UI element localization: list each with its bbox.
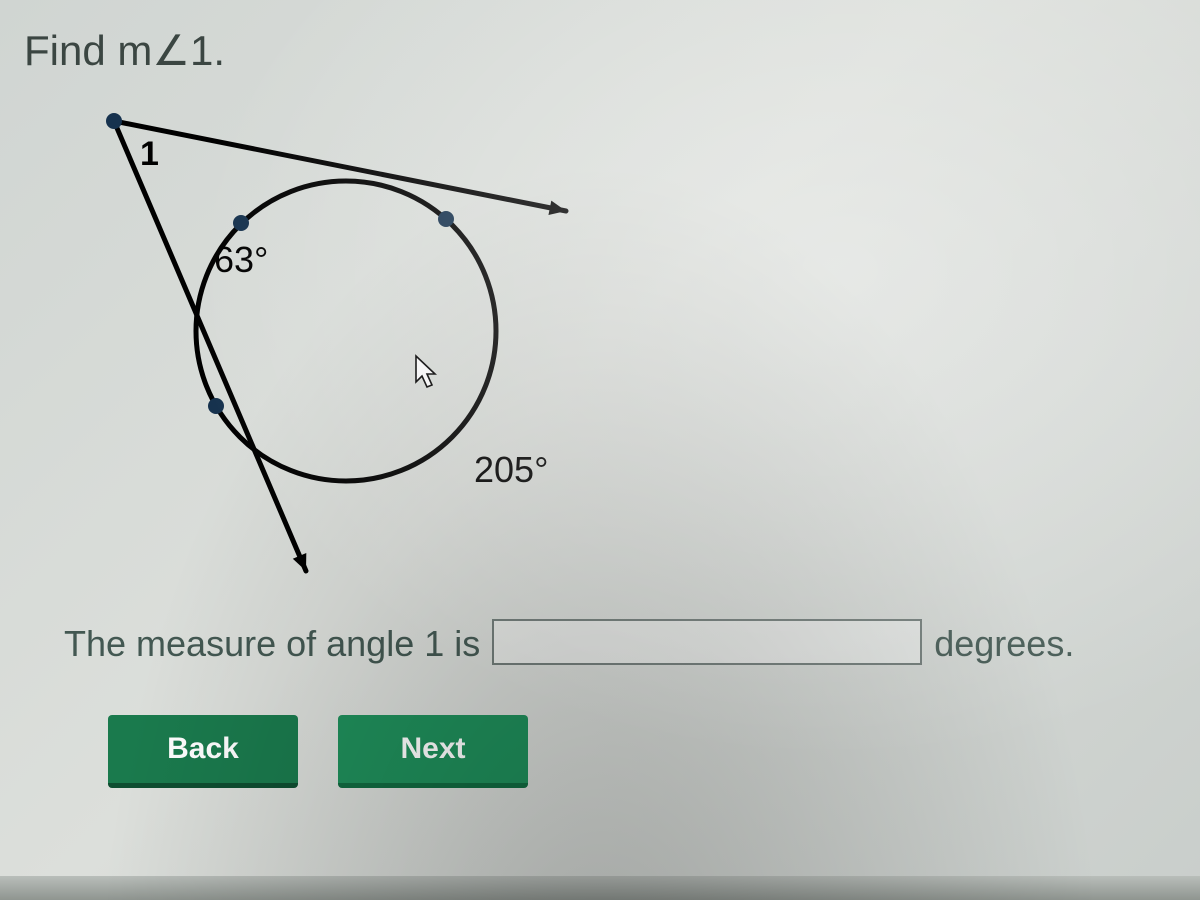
near-arc-label: 63° (214, 239, 268, 281)
back-button[interactable]: Back (108, 715, 298, 788)
answer-row: The measure of angle 1 is degrees. (64, 619, 1172, 665)
question-page: Find m∠1. 1 63° 205° The measure of angl… (0, 0, 1200, 900)
prompt-text-prefix: Find (24, 27, 117, 74)
diagram-svg (56, 111, 616, 581)
question-prompt: Find m∠1. (24, 26, 1172, 75)
angle-1-label: 1 (140, 135, 159, 174)
answer-input[interactable] (492, 619, 922, 665)
answer-label-after: degrees. (934, 623, 1074, 665)
answer-label-before: The measure of angle 1 is (64, 623, 480, 665)
next-button[interactable]: Next (338, 715, 528, 788)
angle-symbol-icon: ∠ (152, 27, 190, 74)
prompt-suffix: . (213, 27, 225, 74)
far-arc-label: 205° (474, 449, 548, 491)
geometry-diagram: 1 63° 205° (56, 111, 616, 581)
prompt-angle-number: 1 (190, 27, 213, 74)
screen-bottom-edge (0, 876, 1200, 900)
nav-button-row: Back Next (108, 715, 1172, 788)
prompt-m: m (117, 27, 152, 74)
